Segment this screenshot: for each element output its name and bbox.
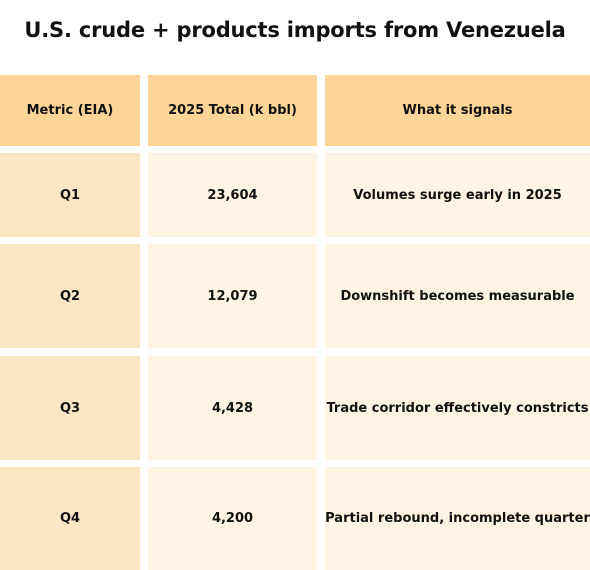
table-title: U.S. crude + products imports from Venez… [24,18,566,42]
data-table: Metric (EIA) 2025 Total (k bbl) What it … [0,75,590,570]
table-cell-quarter: Q2 [0,244,140,348]
header-cell-metric: Metric (EIA) [0,75,140,146]
table-cell-signal: Downshift becomes measurable [325,244,590,348]
table-cell-quarter: Q3 [0,356,140,460]
table-cell-signal: Volumes surge early in 2025 [325,153,590,237]
table-cell-quarter: Q1 [0,153,140,237]
table-cell-total: 4,428 [148,356,317,460]
table-cell-signal: Trade corridor effectively constricts [325,356,590,460]
table-cell-total: 12,079 [148,244,317,348]
header-cell-signal: What it signals [325,75,590,146]
table-cell-total: 23,604 [148,153,317,237]
table-cell-signal: Partial rebound, incomplete quarter [325,467,590,570]
table-cell-quarter: Q4 [0,467,140,570]
header-cell-total: 2025 Total (k bbl) [148,75,317,146]
table-cell-total: 4,200 [148,467,317,570]
